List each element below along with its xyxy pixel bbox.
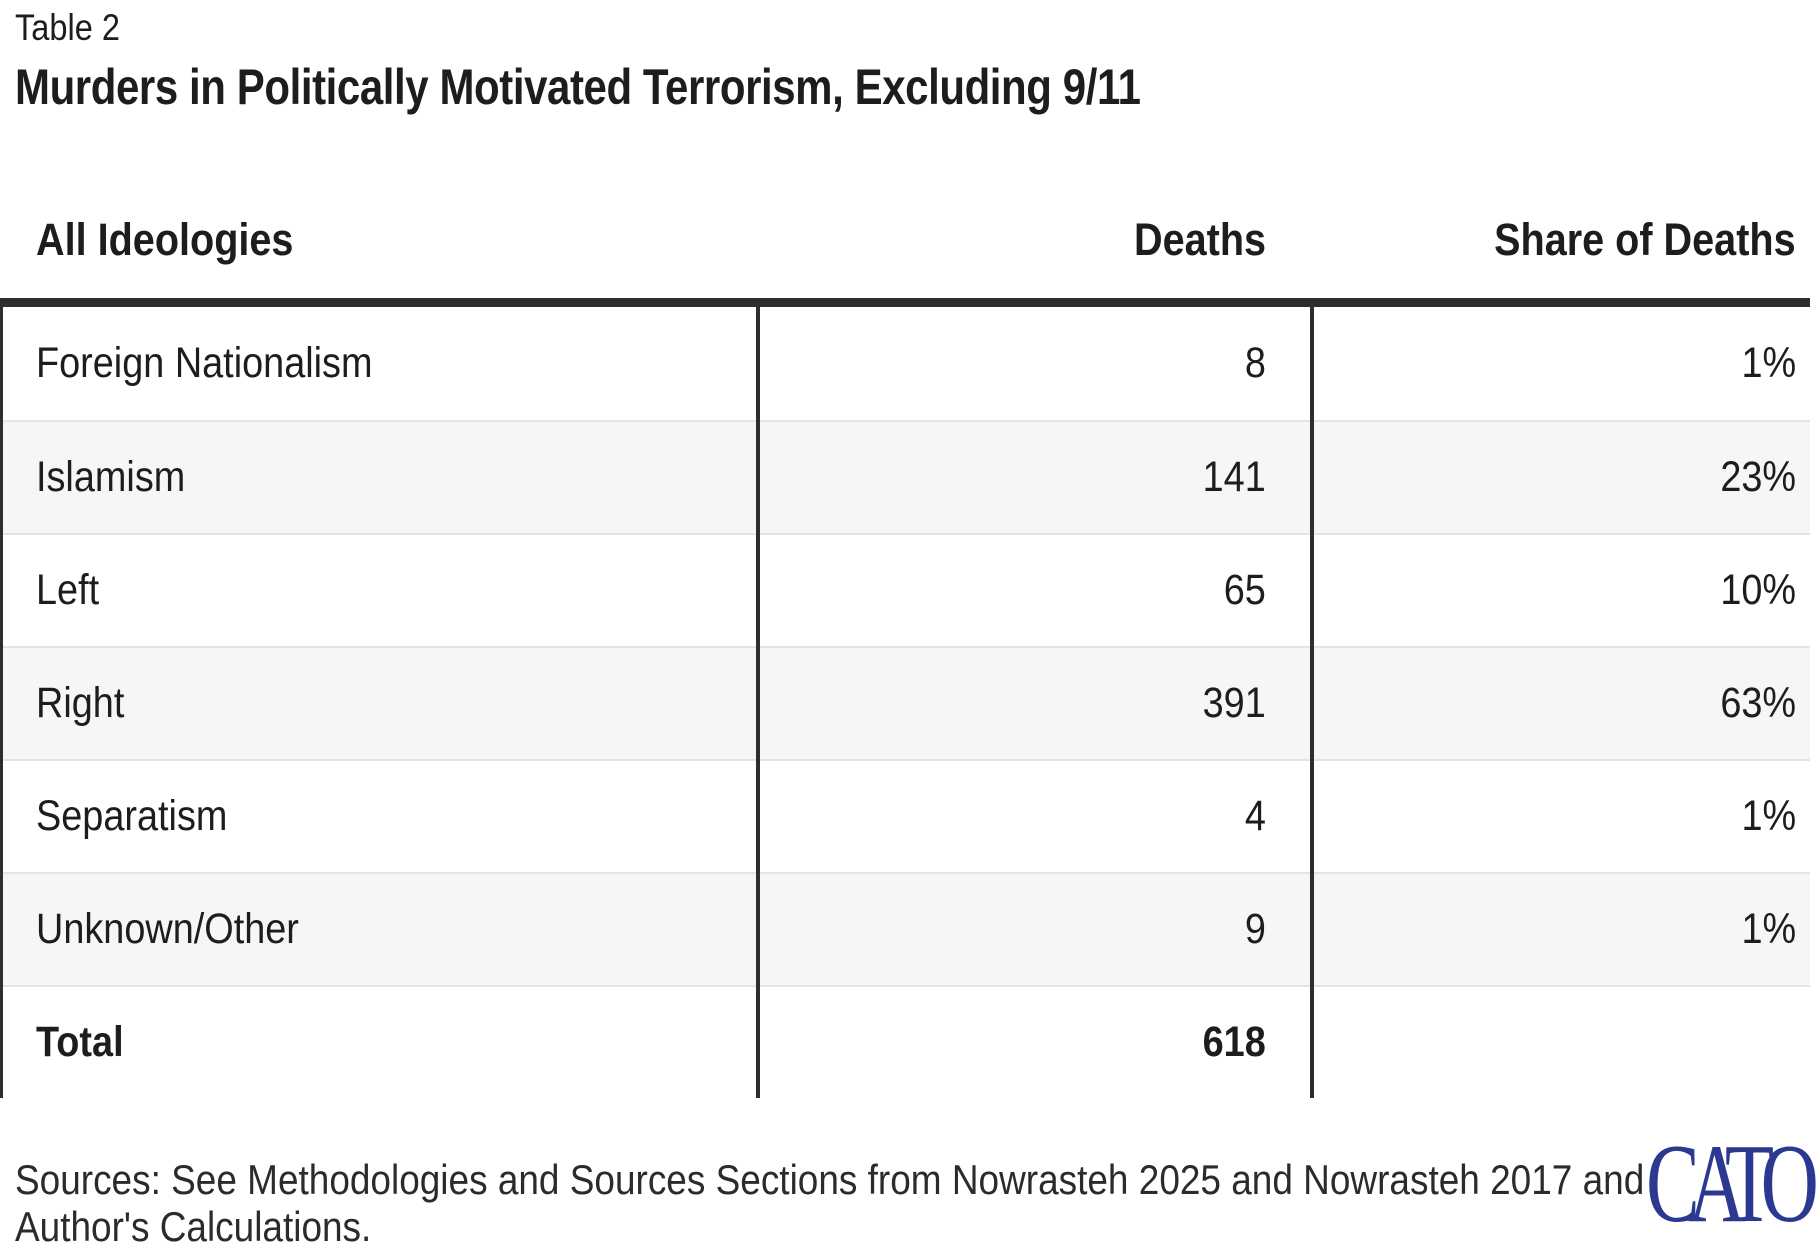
column-rule-1 [756,307,760,1098]
cell-ideology-text: Left [36,566,100,614]
data-table: Foreign Nationalism 8 1% Islamism 141 23… [0,298,1810,1098]
table-row: Right 391 63% [0,646,1810,759]
table-number-label: Table 2 [15,6,134,50]
cell-deaths-text: 65 [1223,566,1266,614]
cell-ideology: Left [0,535,758,646]
table-left-rule [0,307,3,1098]
table-row: Separatism 4 1% [0,759,1810,872]
column-header-ideology-text: All Ideologies [36,214,294,265]
cell-ideology-text: Right [36,679,125,727]
cato-logo: CATO [1646,1122,1819,1246]
table-row: Foreign Nationalism 8 1% [0,307,1810,420]
table-row: Unknown/Other 9 1% [0,872,1810,985]
column-header-share-text: Share of Deaths [1494,214,1796,265]
cell-total-label-text: Total [36,1018,124,1066]
cell-share: 1% [1312,874,1810,985]
page-title: Murders in Politically Motivated Terrori… [15,58,1355,116]
cell-deaths: 391 [758,648,1312,759]
cell-ideology: Foreign Nationalism [0,307,758,420]
sources-note-line-1-text: Sources: See Methodologies and Sources S… [15,1156,1645,1203]
cell-share: 23% [1312,422,1810,533]
sources-note-line-1: Sources: See Methodologies and Sources S… [15,1156,1820,1203]
column-header-ideology: All Ideologies [0,198,758,282]
cell-deaths-text: 141 [1202,453,1266,501]
cell-deaths-text: 4 [1244,792,1266,840]
cell-ideology: Unknown/Other [0,874,758,985]
cell-share: 63% [1312,648,1810,759]
column-header-deaths-text: Deaths [1133,214,1266,265]
cell-total-share [1312,987,1810,1098]
cell-deaths: 8 [758,307,1312,420]
total-row: Total 618 [0,985,1810,1098]
cell-deaths: 4 [758,761,1312,872]
page: { "chart_data": { "type": "table", "tabl… [0,6,1819,1250]
sources-note-line-2-text: Author's Calculations. [15,1203,372,1250]
cell-deaths-text: 8 [1244,339,1266,387]
cell-share-text: 23% [1720,453,1796,501]
cell-share-text: 1% [1741,905,1796,953]
cell-share-text: 1% [1741,339,1796,387]
cell-deaths-text: 9 [1244,905,1266,953]
cell-deaths: 141 [758,422,1312,533]
sources-note: Sources: See Methodologies and Sources S… [15,1156,1820,1250]
table-row: Islamism 141 23% [0,420,1810,533]
column-header-share: Share of Deaths [1312,198,1810,282]
cell-total-deaths: 618 [758,987,1312,1098]
column-rule-2 [1310,307,1314,1098]
cell-share-text: 1% [1741,792,1796,840]
table-number-text: Table 2 [15,7,120,48]
cell-total-deaths-text: 618 [1202,1018,1266,1066]
cell-deaths-text: 391 [1202,679,1266,727]
cell-ideology-text: Separatism [36,792,228,840]
table-header-row: All Ideologies Deaths Share of Deaths [0,198,1810,282]
cell-share: 1% [1312,307,1810,420]
cell-deaths: 65 [758,535,1312,646]
table-row: Left 65 10% [0,533,1810,646]
cell-ideology: Islamism [0,422,758,533]
cell-ideology-text: Islamism [36,453,186,501]
cell-share-text: 10% [1720,566,1796,614]
cell-total-label: Total [0,987,758,1098]
cell-ideology-text: Unknown/Other [36,905,299,953]
cell-ideology: Right [0,648,758,759]
cell-share: 1% [1312,761,1810,872]
column-header-deaths: Deaths [758,198,1312,282]
page-title-text: Murders in Politically Motivated Terrori… [15,59,1141,115]
cell-share-text: 63% [1720,679,1796,727]
cell-share: 10% [1312,535,1810,646]
cell-ideology: Separatism [0,761,758,872]
cell-deaths: 9 [758,874,1312,985]
cell-ideology-text: Foreign Nationalism [36,339,373,387]
sources-note-line-2: Author's Calculations. [15,1203,1820,1250]
